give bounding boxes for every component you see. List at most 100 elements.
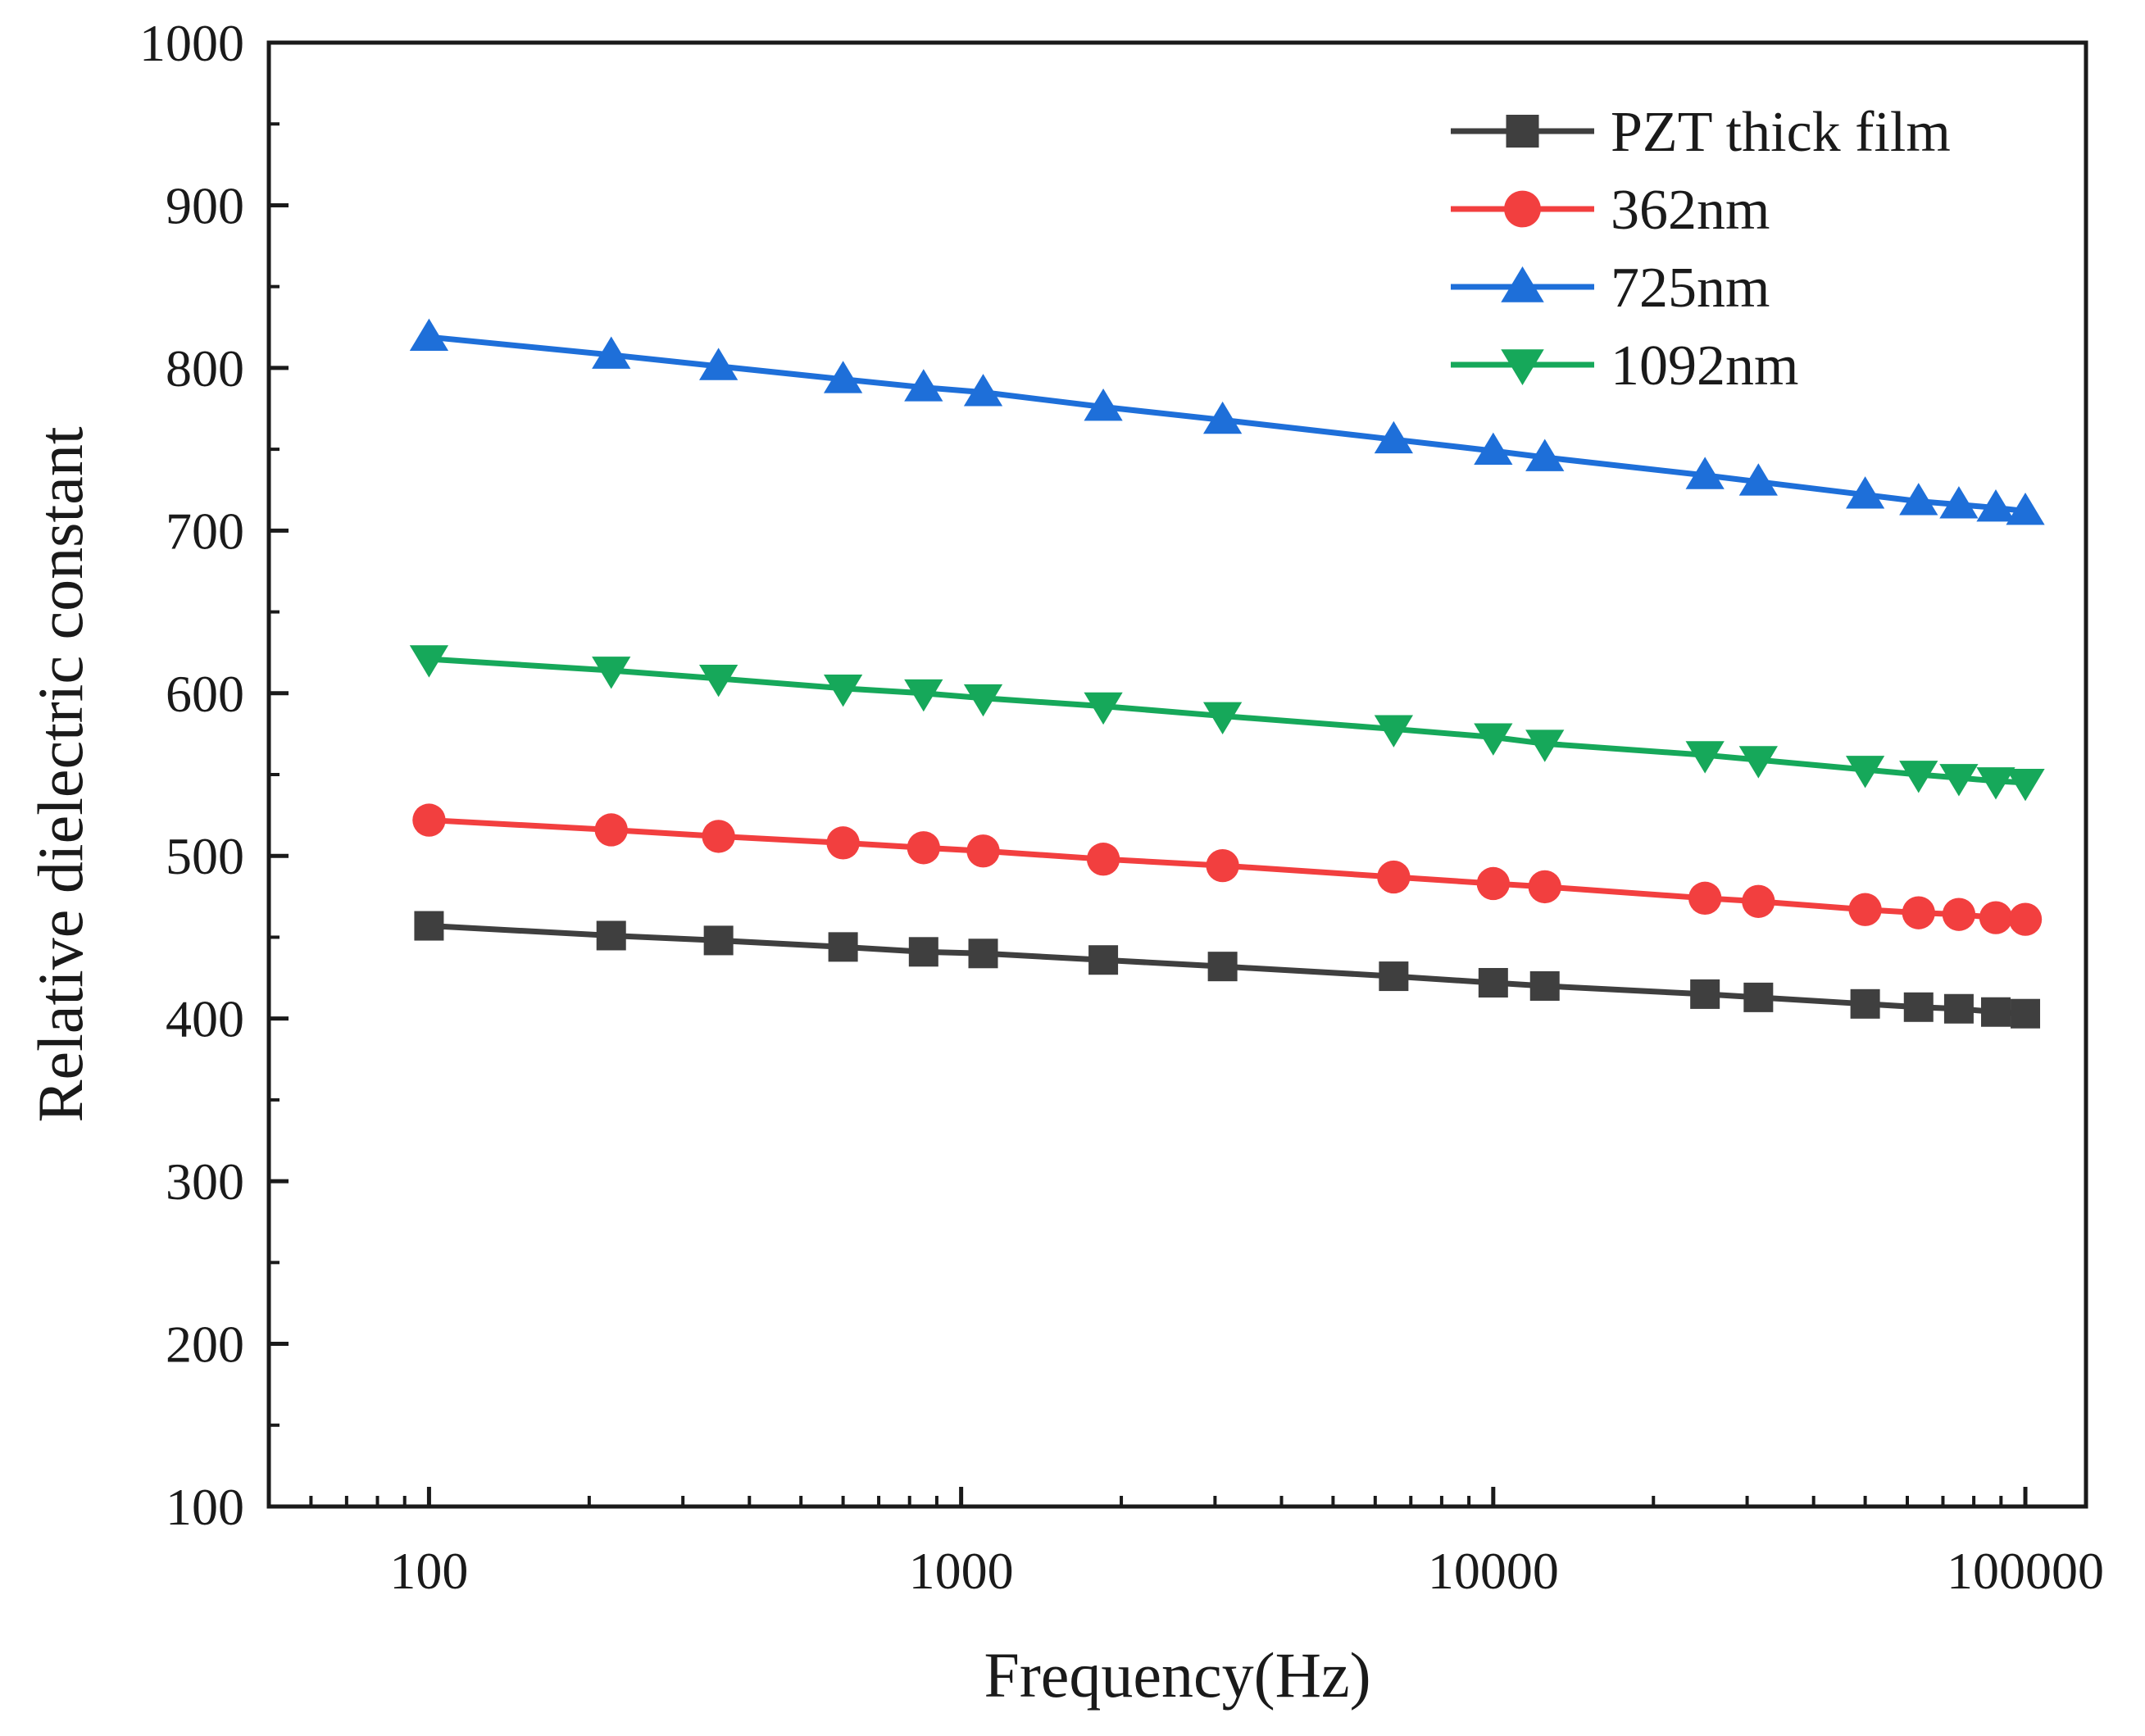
series-3 <box>409 645 2045 802</box>
data-point <box>907 831 940 865</box>
legend-item: PZT thick film <box>1451 101 1951 164</box>
data-point <box>1086 843 1120 876</box>
data-point <box>1690 979 1720 1009</box>
data-point <box>1845 756 1885 788</box>
data-point <box>1742 884 1775 918</box>
data-point <box>828 932 858 962</box>
x-tick-label: 1000 <box>909 1542 1014 1600</box>
data-point <box>1202 401 1243 434</box>
data-point <box>592 336 631 369</box>
data-point <box>1688 881 1722 915</box>
data-point <box>1476 866 1510 901</box>
data-point <box>1979 901 2013 934</box>
data-point <box>1738 746 1778 779</box>
series-1 <box>412 803 2043 936</box>
data-point <box>2011 998 2041 1029</box>
data-point <box>1084 692 1123 725</box>
data-point <box>1976 767 2015 800</box>
data-point <box>904 679 943 712</box>
data-point <box>1374 715 1413 748</box>
axes-layer: 100 200 300 400 500 600 700 800 900 1000 100 1000 10… <box>139 14 2104 1600</box>
data-point <box>1899 483 1938 516</box>
x-axis-title: Frequency(Hz) <box>984 1639 1370 1711</box>
plot-frame <box>266 40 2088 1509</box>
legend-marker <box>1501 266 1544 302</box>
data-point <box>1976 489 2015 522</box>
legend-label: PZT thick film <box>1611 101 1951 164</box>
legend-label: 725nm <box>1611 257 1770 320</box>
series-0 <box>414 911 2041 1029</box>
data-point <box>1980 997 2011 1027</box>
series-2 <box>409 318 2045 525</box>
data-point <box>409 645 449 678</box>
data-point <box>594 813 628 847</box>
data-point <box>1478 968 1508 998</box>
y-axis-title: Relative dielectric constant <box>25 426 96 1122</box>
data-point <box>1943 993 1974 1024</box>
y-tick-label: 700 <box>166 502 244 560</box>
data-point <box>1202 702 1243 735</box>
data-point <box>823 361 863 393</box>
data-point <box>703 925 734 956</box>
data-point <box>2006 769 2045 802</box>
data-point <box>1525 439 1565 471</box>
y-tick-label: 100 <box>166 1478 244 1536</box>
legend-item: 362nm <box>1451 179 1770 242</box>
data-point <box>1850 988 1880 1019</box>
data-point <box>1942 898 1976 931</box>
x-tick-label: 10000 <box>1428 1542 1559 1600</box>
data-point <box>1902 896 1935 929</box>
data-point <box>699 665 738 698</box>
data-point <box>966 834 1000 868</box>
data-point <box>1525 729 1565 762</box>
data-point <box>1529 970 1560 1001</box>
data-point <box>908 937 938 967</box>
data-point <box>1738 463 1778 496</box>
x-tick-label: 100 <box>389 1542 468 1600</box>
data-point <box>1377 860 1411 894</box>
data-point <box>1848 893 1882 926</box>
legend-item: 725nm <box>1451 257 1770 320</box>
legend-label: 362nm <box>1611 179 1770 242</box>
data-point <box>592 657 631 689</box>
data-point <box>1207 952 1238 982</box>
y-tick-label: 300 <box>166 1152 244 1211</box>
data-point <box>1685 741 1725 774</box>
data-point <box>702 820 735 853</box>
legend-item: 1092nm <box>1451 334 1798 398</box>
data-point <box>823 674 863 707</box>
data-point <box>414 911 444 941</box>
data-point <box>826 826 860 860</box>
data-point <box>904 369 943 402</box>
y-tick-label: 1000 <box>139 14 244 72</box>
data-point <box>1474 723 1513 756</box>
legend-marker <box>1501 349 1544 385</box>
x-tick-label: 100000 <box>1947 1542 2104 1600</box>
data-point <box>968 938 998 969</box>
y-tick-label: 500 <box>166 827 244 885</box>
legend-label: 1092nm <box>1611 334 1798 398</box>
y-tick-label: 900 <box>166 176 244 234</box>
data-point <box>1845 476 1885 509</box>
legend-marker <box>1504 190 1541 228</box>
data-point <box>2006 493 2045 525</box>
data-point <box>699 348 738 380</box>
data-point <box>1939 486 1979 519</box>
data-layer <box>409 318 2045 1029</box>
data-point <box>1374 420 1413 454</box>
data-point <box>412 803 446 837</box>
data-point <box>596 920 626 951</box>
data-point <box>1528 870 1561 904</box>
y-tick-label: 200 <box>166 1316 244 1374</box>
data-point <box>1939 764 1979 797</box>
data-point <box>2008 902 2043 936</box>
data-point <box>1899 761 1938 793</box>
legend-marker <box>1506 115 1539 148</box>
data-point <box>963 684 1003 717</box>
data-point <box>1743 982 1774 1012</box>
data-point <box>963 374 1003 407</box>
data-point <box>1088 945 1119 975</box>
data-point <box>1474 432 1513 465</box>
y-tick-label: 600 <box>166 665 244 723</box>
